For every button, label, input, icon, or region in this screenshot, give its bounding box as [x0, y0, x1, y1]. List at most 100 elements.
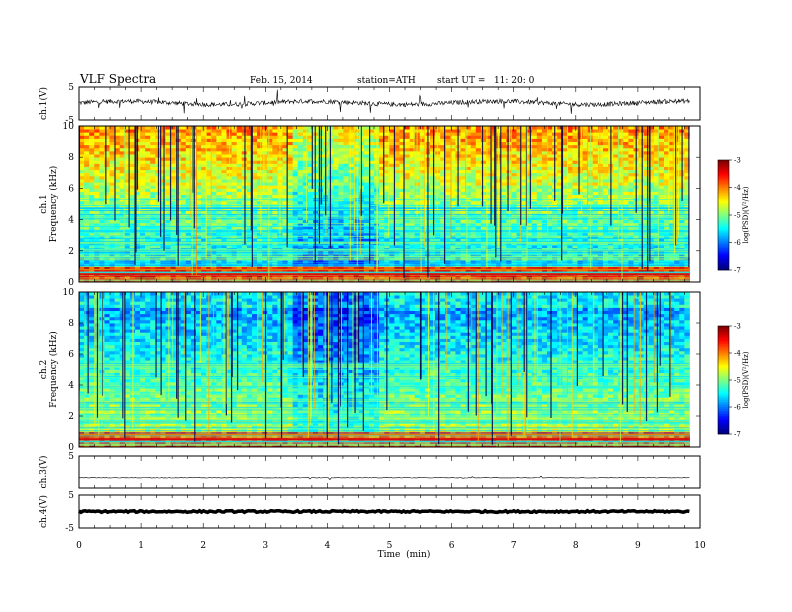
spectrogram-cell: [435, 147, 441, 152]
spectrogram-cell: [190, 260, 197, 264]
spectrogram-cell: [307, 232, 314, 236]
spectrogram-cell: [567, 235, 573, 239]
spectrogram-cell: [190, 213, 197, 217]
spectrogram-cell: [262, 138, 268, 142]
spectrogram-cell: [226, 200, 233, 205]
spectrogram-cell: [211, 150, 217, 155]
spectrogram-cell: [211, 132, 217, 136]
spectrogram-cell: [262, 163, 268, 167]
spectrogram-cell: [379, 185, 385, 189]
spectrogram-cell: [104, 210, 110, 214]
spectrogram-cell: [170, 222, 177, 227]
spectrogram-cell: [470, 144, 477, 149]
spectrogram-cell: [287, 182, 294, 186]
spectrogram-cell: [124, 191, 131, 196]
spectrogram-cell: [84, 263, 90, 267]
spectrogram-cell: [389, 263, 395, 267]
spectrogram-cell: [104, 154, 110, 158]
spectrogram-cell: [333, 238, 339, 242]
spectrogram-cell: [211, 129, 217, 133]
spectrogram-cell: [475, 154, 482, 158]
spectrogram-cell: [445, 269, 451, 274]
spectrogram-cell: [567, 144, 573, 149]
spectrogram-cell: [246, 219, 253, 224]
spectrogram-cell: [343, 163, 350, 167]
spectrogram-cell: [79, 129, 85, 133]
spectrogram-cell: [216, 175, 222, 180]
spectrogram-cell: [485, 135, 492, 139]
spectrogram-cell: [114, 225, 121, 230]
spectrogram-cell: [216, 260, 222, 264]
spectrogram-cell: [511, 135, 517, 139]
spectrogram-cell: [292, 216, 299, 220]
spectrogram-cell: [511, 126, 517, 130]
spectrogram-cell: [567, 135, 573, 139]
spectrogram-cell: [302, 132, 309, 136]
spectrogram-cell: [567, 132, 573, 136]
spectrogram-cell: [511, 194, 517, 199]
spectrogram-cell: [94, 213, 100, 217]
spectrogram-cell: [99, 191, 105, 196]
spectrogram-cell: [501, 244, 507, 249]
spectrogram-cell: [145, 269, 151, 274]
spectrogram-cell: [485, 263, 492, 267]
spectrogram-cell: [389, 260, 395, 264]
spectrogram-cell: [353, 216, 360, 220]
spectrogram-cell: [475, 275, 482, 280]
spectrogram-cell: [343, 260, 350, 264]
spectrogram-cell: [84, 166, 90, 171]
spectrogram-cell: [491, 219, 497, 224]
spectrogram-cell: [485, 232, 492, 236]
spectrogram-cell: [94, 147, 100, 152]
spectrogram-cell: [430, 185, 436, 189]
spectrogram-cell: [389, 157, 395, 161]
spectrogram-cell: [201, 157, 207, 161]
spectrogram-cell: [460, 216, 467, 220]
spectrogram-cell: [140, 238, 146, 242]
spectrogram-cell: [491, 200, 497, 205]
spectrogram-cell: [79, 138, 85, 142]
spectrogram-cell: [114, 235, 121, 239]
spectrogram-cell: [358, 232, 365, 236]
spectrogram-cell: [267, 200, 273, 205]
spectrogram-cell: [531, 154, 538, 158]
spectrogram-cell: [516, 179, 522, 183]
spectrogram-cell: [216, 157, 222, 161]
spectrogram-cell: [572, 169, 578, 174]
spectrogram-cell: [282, 175, 288, 180]
spectrogram-cell: [257, 238, 263, 242]
spectrogram-cell: [465, 160, 472, 164]
spectrogram-cell: [185, 266, 192, 270]
spectrogram-cell: [160, 172, 166, 177]
spectrogram-cell: [333, 147, 339, 152]
spectrogram-cell: [491, 235, 497, 239]
spectrogram-cell: [435, 157, 441, 161]
spectrogram-cell: [480, 169, 487, 174]
spectrogram-cell: [262, 275, 268, 280]
spectrogram-cell: [129, 150, 136, 155]
spectrogram-cell: [272, 166, 278, 171]
spectrogram-cell: [211, 185, 217, 189]
spectrogram-cell: [516, 126, 522, 130]
spectrogram-cell: [267, 135, 273, 139]
spectrogram-cell: [262, 154, 268, 158]
spectrogram-cell: [272, 144, 278, 149]
spectrogram-cell: [262, 182, 268, 186]
spectrogram-cell: [140, 147, 146, 152]
spectrogram-cell: [363, 269, 370, 274]
spectrogram-cell: [206, 191, 212, 196]
spectrogram-cell: [150, 216, 156, 220]
spectrogram-cell: [450, 169, 456, 174]
spectrogram-cell: [190, 132, 197, 136]
spectrogram-cell: [104, 266, 110, 270]
spectrogram-cell: [450, 210, 456, 214]
spectrogram-cell: [84, 150, 90, 155]
spectrogram-cell: [531, 194, 538, 199]
spectrogram-cell: [89, 185, 95, 189]
spectrogram-cell: [485, 194, 492, 199]
spectrogram-cell: [409, 154, 416, 158]
spectrogram-cell: [445, 238, 451, 242]
spectrogram-cell: [557, 169, 563, 174]
spectrogram-cell: [338, 175, 344, 180]
spectrogram-cell: [170, 163, 177, 167]
